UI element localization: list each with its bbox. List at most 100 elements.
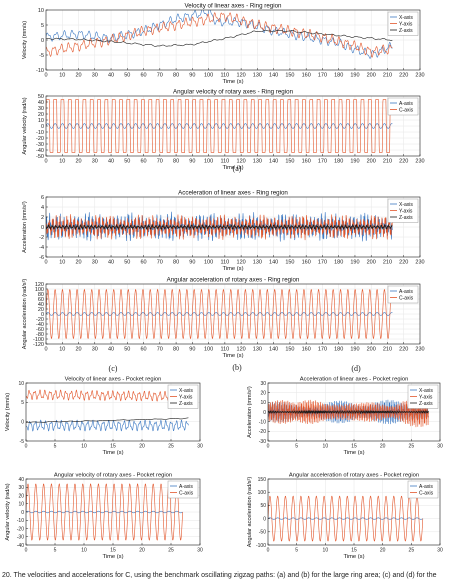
x-tick-label: 20 — [75, 159, 81, 165]
figure-caption: 20. The velocities and accelerations for… — [2, 572, 437, 579]
y-tick-label: 0 — [41, 312, 44, 318]
y-tick-label: -40 — [36, 148, 44, 154]
x-axis-label: Time (s) — [222, 353, 243, 359]
y-tick-label: 0 — [21, 510, 24, 516]
x-tick-label: 180 — [334, 159, 343, 165]
y-axis-label: Angular acceleration (rad/s²) — [22, 279, 28, 350]
series-a-axis — [46, 312, 393, 316]
x-tick-label: 200 — [367, 347, 376, 353]
legend-label: Y-axis — [179, 394, 193, 400]
x-axis-label: Time (s) — [222, 266, 243, 272]
x-tick-label: 10 — [59, 260, 65, 266]
y-tick-label: -5 — [20, 439, 25, 445]
x-axis-label: Time (s) — [102, 554, 123, 560]
series-z-axis — [268, 409, 429, 415]
sublabel-a: (a) — [233, 164, 242, 173]
y-tick-label: 20 — [260, 390, 266, 396]
x-tick-label: 30 — [92, 260, 98, 266]
y-axis-label: Acceleration (mm/s²) — [22, 201, 28, 253]
x-tick-label: 25 — [409, 444, 415, 450]
x-tick-label: 90 — [189, 159, 195, 165]
y-tick-label: 50 — [260, 503, 266, 509]
y-tick-label: -100 — [33, 337, 44, 343]
x-axis-label: Time (s) — [222, 165, 243, 171]
x-tick-label: 120 — [237, 159, 246, 165]
x-tick-label: 150 — [285, 159, 294, 165]
x-axis-label: Time (s) — [343, 554, 364, 560]
series-c-axis — [26, 483, 183, 541]
x-tick-label: 80 — [173, 73, 179, 79]
x-tick-label: 160 — [302, 159, 311, 165]
x-tick-label: 60 — [141, 347, 147, 353]
legend-label: X-axis — [179, 388, 193, 394]
x-tick-label: 150 — [285, 73, 294, 79]
x-tick-label: 0 — [44, 159, 47, 165]
legend-box — [407, 480, 439, 499]
x-tick-label: 110 — [220, 347, 229, 353]
series-z-axis — [46, 223, 393, 231]
sublabel-b: (b) — [232, 363, 242, 372]
x-tick-label: 15 — [351, 548, 357, 554]
y-tick-label: 30 — [18, 485, 24, 491]
sublabel-d: (d) — [351, 364, 361, 373]
x-tick-label: 70 — [157, 159, 163, 165]
chart-title: Acceleration of linear axes - Pocket reg… — [300, 377, 409, 383]
x-tick-label: 0 — [44, 260, 47, 266]
legend-label: X-axis — [419, 388, 433, 394]
x-tick-label: 30 — [197, 444, 203, 450]
legend-label: Z-axis — [179, 401, 193, 407]
y-tick-label: 80 — [38, 292, 44, 298]
x-tick-label: 10 — [323, 444, 329, 450]
y-tick-label: 6 — [41, 195, 44, 201]
y-tick-label: 120 — [35, 282, 44, 288]
x-tick-label: 130 — [253, 159, 262, 165]
x-tick-label: 120 — [237, 260, 246, 266]
y-tick-label: -50 — [36, 154, 44, 160]
y-tick-label: 10 — [18, 502, 24, 508]
y-tick-label: -80 — [36, 332, 44, 338]
x-tick-label: 60 — [141, 159, 147, 165]
series-y-axis — [268, 396, 429, 428]
y-tick-label: 0 — [21, 419, 24, 425]
series-c-axis — [46, 99, 393, 153]
x-tick-label: 5 — [54, 548, 57, 554]
chart-title: Acceleration of linear axes - Ring regio… — [178, 190, 288, 197]
x-tick-label: 100 — [204, 159, 213, 165]
legend-label: X-axis — [399, 202, 413, 208]
x-tick-label: 220 — [399, 73, 408, 79]
x-tick-label: 110 — [220, 260, 229, 266]
chart-title: Velocity of linear axes - Ring region — [185, 3, 283, 10]
sublabel-c: (c) — [109, 364, 118, 373]
legend-label: Z-axis — [399, 215, 413, 221]
chart-pocket-linear-acceleration: 0 5 10 15 20 25 30 -30 -20 -10 0 10 20 30 Acceleration… — [247, 377, 443, 457]
y-tick-label: 30 — [38, 106, 44, 112]
y-tick-label: 20 — [38, 112, 44, 118]
y-tick-label: 4 — [41, 205, 44, 211]
x-tick-label: 80 — [173, 347, 179, 353]
y-tick-label: 60 — [38, 297, 44, 303]
x-tick-label: 15 — [110, 548, 116, 554]
y-tick-label: -20 — [259, 429, 266, 435]
series-y-axis — [46, 12, 393, 58]
x-tick-label: 230 — [415, 159, 424, 165]
x-tick-label: 130 — [253, 347, 262, 353]
x-tick-label: 5 — [54, 444, 57, 450]
x-tick-label: 60 — [141, 260, 147, 266]
x-tick-label: 90 — [189, 347, 195, 353]
x-tick-label: 190 — [350, 159, 359, 165]
x-tick-label: 70 — [157, 73, 163, 79]
series-a-axis — [46, 123, 393, 129]
y-tick-label: 5 — [21, 400, 24, 406]
y-tick-label: -10 — [36, 130, 44, 136]
x-tick-label: 5 — [295, 548, 298, 554]
y-tick-label: -120 — [33, 342, 44, 348]
x-tick-label: 5 — [295, 444, 298, 450]
x-tick-label: 80 — [173, 159, 179, 165]
x-tick-label: 90 — [189, 260, 195, 266]
x-tick-label: 30 — [92, 159, 98, 165]
series-x-axis — [46, 10, 393, 59]
x-tick-label: 170 — [318, 347, 327, 353]
